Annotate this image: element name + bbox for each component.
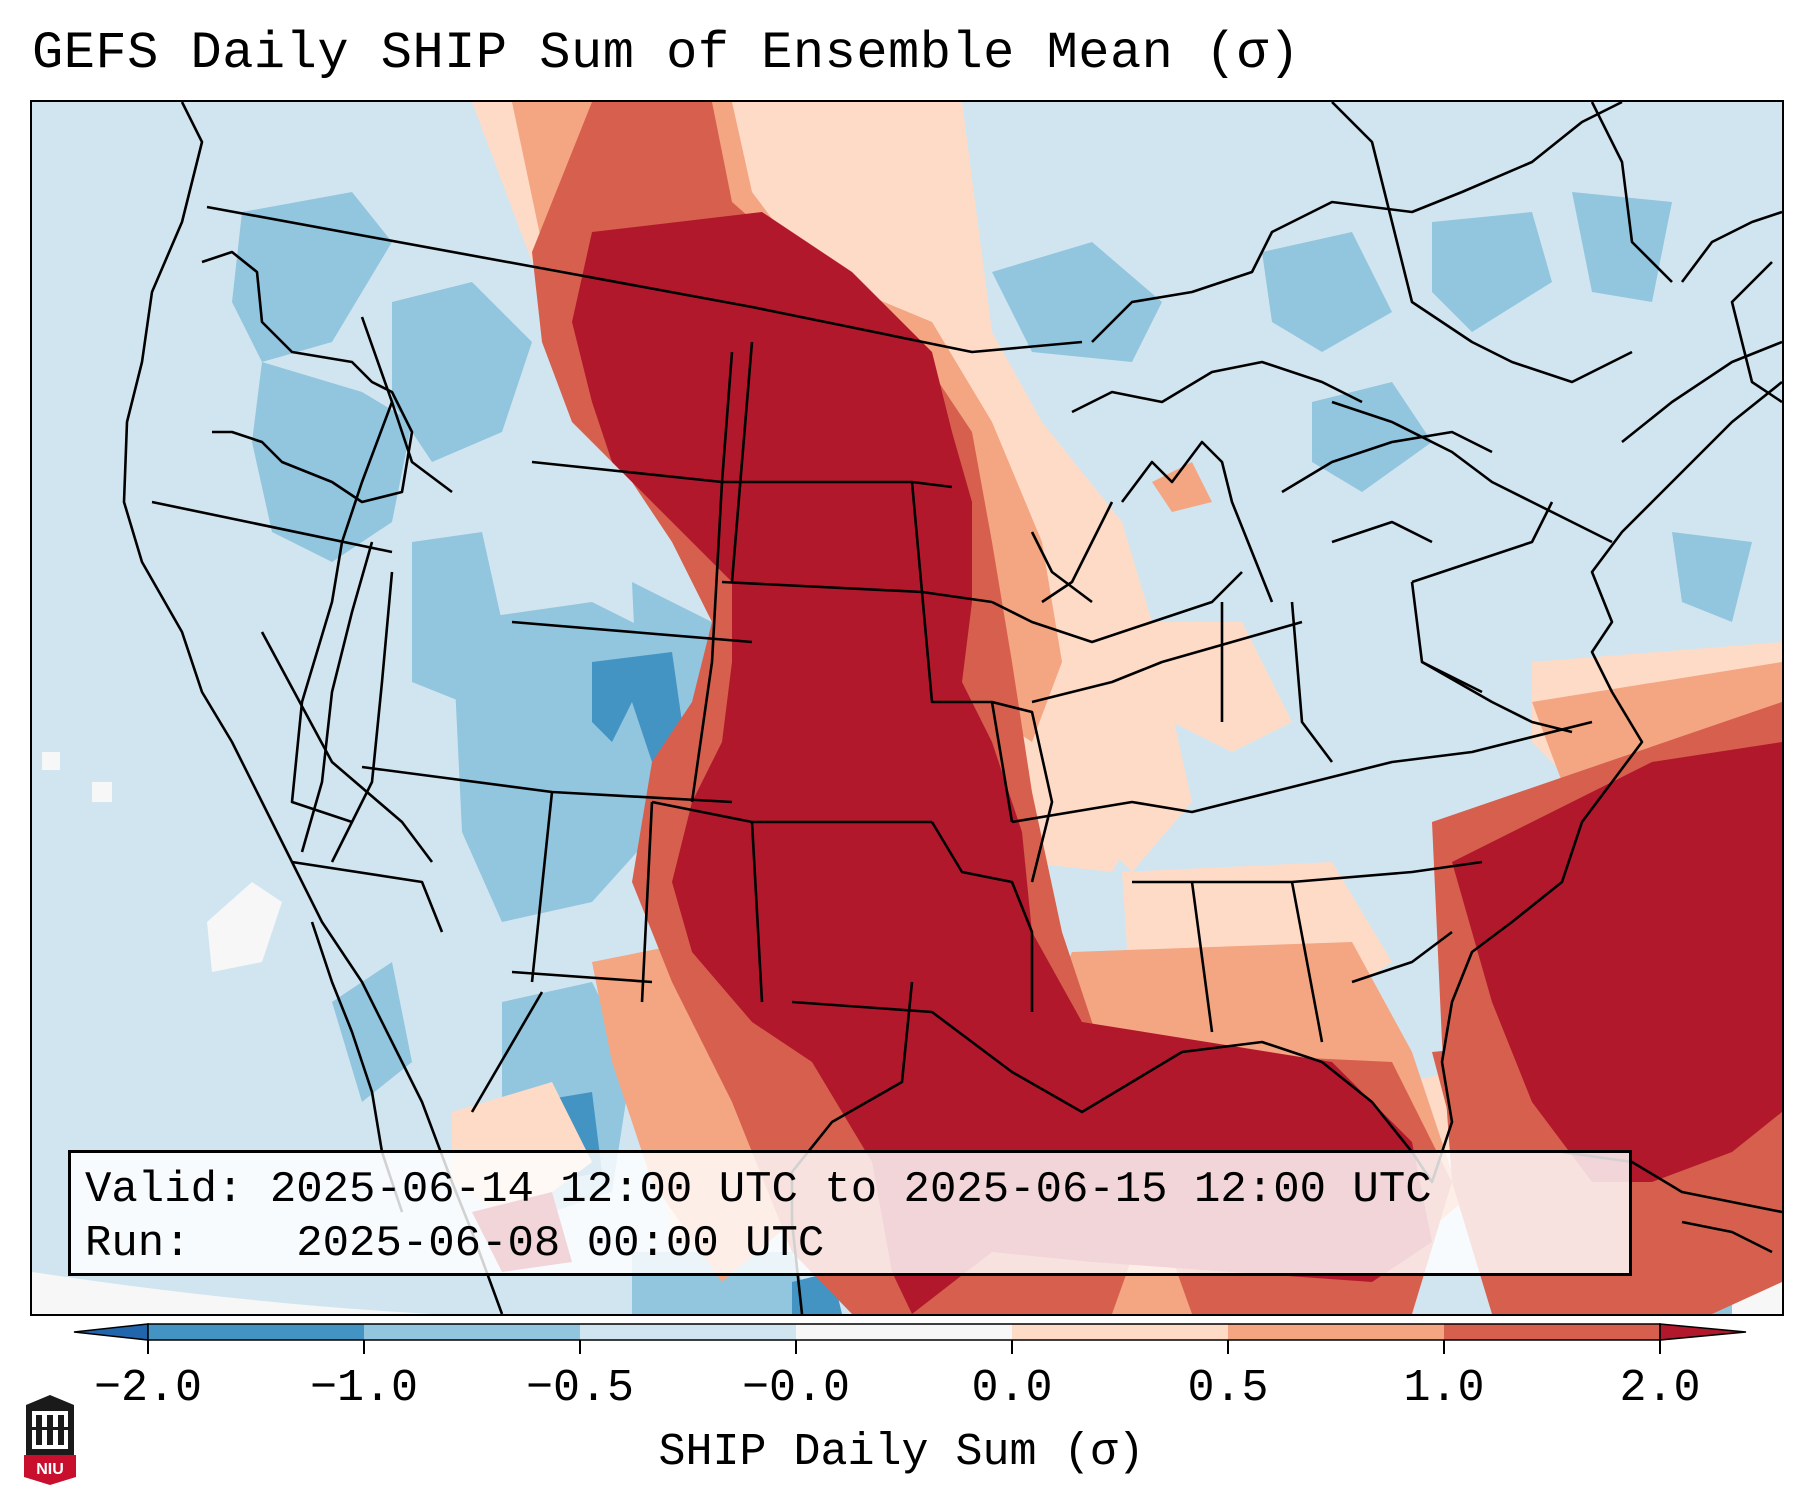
run-label: Run: bbox=[85, 1219, 191, 1269]
colorbar-tick-label: −0.5 bbox=[525, 1363, 635, 1414]
colorbar-outline bbox=[147, 1323, 1661, 1341]
colorbar-bin bbox=[580, 1324, 796, 1340]
colorbar-bin bbox=[364, 1324, 580, 1340]
map-title: GEFS Daily SHIP Sum of Ensemble Mean (σ) bbox=[32, 24, 1301, 83]
niu-logo-icon: NIU bbox=[24, 1395, 76, 1485]
colorbar-tick-label: 2.0 bbox=[1619, 1363, 1701, 1414]
colorbar-bin bbox=[1012, 1324, 1228, 1340]
ship-field-map bbox=[32, 102, 1782, 1314]
map-panel[interactable] bbox=[30, 100, 1784, 1316]
logo-text: NIU bbox=[36, 1461, 64, 1478]
valid-run-info-box: Valid: 2025-06-14 12:00 UTC to 2025-06-1… bbox=[68, 1150, 1632, 1276]
colorbar-extend-low bbox=[73, 1323, 149, 1341]
valid-line: Valid: 2025-06-14 12:00 UTC to 2025-06-1… bbox=[85, 1163, 1629, 1217]
colorbar-bin bbox=[796, 1324, 1012, 1340]
colorbar-extend-high bbox=[1659, 1323, 1747, 1341]
colorbar-bin bbox=[1228, 1324, 1444, 1340]
colorbar-tick-label: −0.0 bbox=[741, 1363, 851, 1414]
colorbar-tick-label: 0.0 bbox=[971, 1363, 1053, 1414]
colorbar bbox=[73, 1323, 1747, 1354]
run-line: Run: 2025-06-08 00:00 UTC bbox=[85, 1217, 1629, 1271]
coastlines-and-borders bbox=[122, 102, 1782, 1314]
valid-value: 2025-06-14 12:00 UTC to 2025-06-15 12:00… bbox=[269, 1165, 1432, 1215]
colorbar-tick-label: 1.0 bbox=[1403, 1363, 1485, 1414]
colorbar-label: SHIP Daily Sum (σ) bbox=[658, 1427, 1145, 1478]
colorbar-tick-label: −2.0 bbox=[93, 1363, 203, 1414]
colorbar-bin bbox=[1444, 1324, 1660, 1340]
colorbar-tick-label: −1.0 bbox=[309, 1363, 419, 1414]
colorbar-bin bbox=[148, 1324, 364, 1340]
valid-label: Valid: bbox=[85, 1165, 244, 1215]
run-value: 2025-06-08 00:00 UTC bbox=[296, 1219, 825, 1269]
colorbar-tick-label: 0.5 bbox=[1187, 1363, 1269, 1414]
